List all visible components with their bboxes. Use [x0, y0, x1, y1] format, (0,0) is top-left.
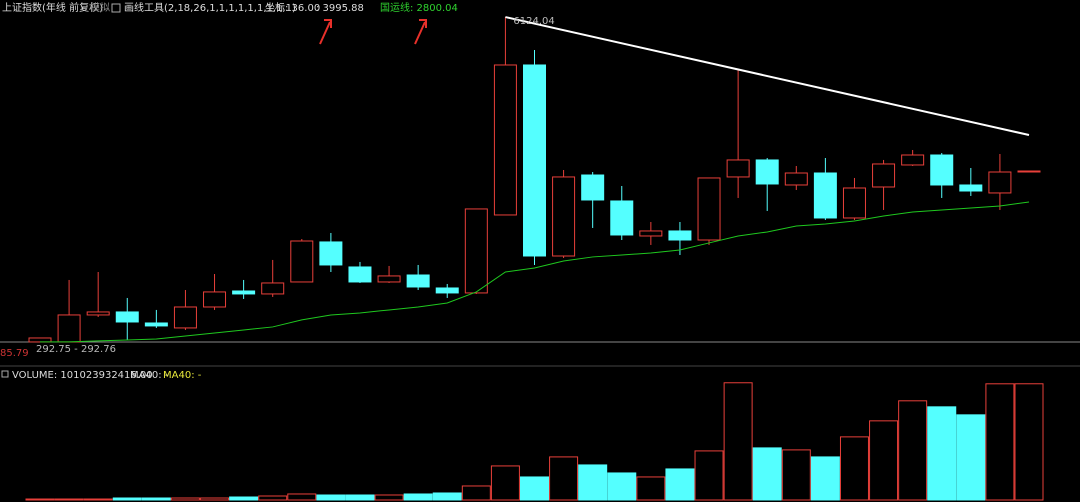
- coord: 坐标: 36.00: [265, 2, 320, 14]
- volume-bar: [258, 495, 288, 501]
- candle-body: [668, 230, 692, 241]
- candle-body: [581, 174, 605, 201]
- volume-bar: [461, 485, 491, 501]
- volume-bar: [83, 498, 113, 501]
- candle-body: [726, 159, 750, 178]
- volume-bar: [694, 450, 724, 501]
- volume-bar: [316, 494, 346, 501]
- candle-body: [57, 314, 81, 343]
- volume-bar: [839, 436, 869, 501]
- volume-bar: [490, 465, 520, 501]
- volume-bar: [25, 498, 55, 501]
- candle-body: [144, 322, 168, 327]
- volume-bar: [287, 493, 317, 501]
- volume-bar: [636, 476, 666, 501]
- candle-body: [1017, 170, 1041, 173]
- candle-body: [610, 200, 634, 236]
- candle-body: [842, 187, 866, 219]
- volume-bar: [229, 496, 259, 501]
- candle-body: [261, 282, 285, 295]
- candle-body: [406, 274, 430, 288]
- volume-bar: [403, 493, 433, 501]
- volume-bar: [549, 456, 579, 501]
- arrow: [414, 19, 427, 45]
- volume-bar: [956, 414, 986, 501]
- ma-line: [40, 201, 1030, 343]
- candle-body: [493, 64, 517, 216]
- volume-bar: [723, 382, 753, 501]
- tool: 画线工具(2,18,26,1,1,1,1,1,1,1,1,1): [124, 1, 296, 14]
- coord-value: : 3995.88: [316, 3, 364, 14]
- ma-label: MA40: -: [130, 370, 169, 381]
- candle-body: [232, 290, 256, 295]
- ma-label: MA40: -: [163, 370, 202, 381]
- volume-bar: [869, 420, 899, 501]
- volume-bar: [374, 494, 404, 501]
- volume-bar: [578, 464, 608, 501]
- ratio-label: 85.79: [0, 348, 29, 359]
- trend-line: [505, 16, 1030, 136]
- volume-bar: [810, 456, 840, 501]
- volume-bar: [170, 497, 200, 501]
- candle-body: [697, 177, 721, 241]
- candle-body: [901, 154, 925, 166]
- volume-bar: [927, 406, 957, 501]
- candle-body: [290, 240, 314, 283]
- candle-body: [755, 159, 779, 185]
- candle-body: [930, 154, 954, 186]
- candle-body: [377, 275, 401, 283]
- volume-bar: [752, 447, 782, 501]
- volume-bar: [54, 498, 84, 501]
- candle-body: [552, 176, 576, 257]
- candle-body: [988, 171, 1012, 194]
- icon: [111, 3, 121, 13]
- candle-body: [115, 311, 139, 323]
- candle-body: [173, 306, 197, 329]
- guo-yun: 国运线: 2800.04: [380, 1, 458, 14]
- candle-body: [872, 163, 896, 188]
- volume-bar: [1014, 383, 1044, 501]
- volume-bar: [112, 497, 142, 501]
- candle-body: [813, 172, 837, 219]
- title: 上证指数(年线 前复权): [2, 1, 103, 14]
- candle-body: [523, 64, 546, 257]
- icon: [1, 370, 9, 378]
- mode: 模拟: [90, 1, 110, 14]
- volume-bar: [898, 400, 928, 501]
- candle-body: [348, 266, 372, 283]
- candle-body: [639, 230, 663, 237]
- volume-bar: [607, 472, 637, 501]
- candle-body: [86, 311, 110, 316]
- volume-bar: [200, 497, 230, 501]
- candle-body: [959, 184, 983, 192]
- candle-body: [784, 172, 808, 186]
- candle-body: [319, 241, 343, 266]
- low-label: 292.75 - 292.76: [36, 344, 116, 355]
- high-label: 6124.04: [513, 16, 554, 27]
- arrow: [319, 19, 332, 45]
- volume-bar: [985, 383, 1015, 501]
- volume-bar: [665, 468, 695, 501]
- volume-label: VOLUME: 101023932416.00: [12, 370, 153, 381]
- volume-bar: [141, 497, 171, 501]
- candle-body: [435, 287, 459, 294]
- volume-bar: [520, 476, 549, 501]
- volume-bar: [781, 449, 811, 501]
- candle-body: [464, 208, 488, 294]
- candle-body: [28, 337, 52, 343]
- candle-body: [203, 291, 227, 308]
- volume-bar: [432, 492, 462, 501]
- volume-bar: [345, 494, 375, 501]
